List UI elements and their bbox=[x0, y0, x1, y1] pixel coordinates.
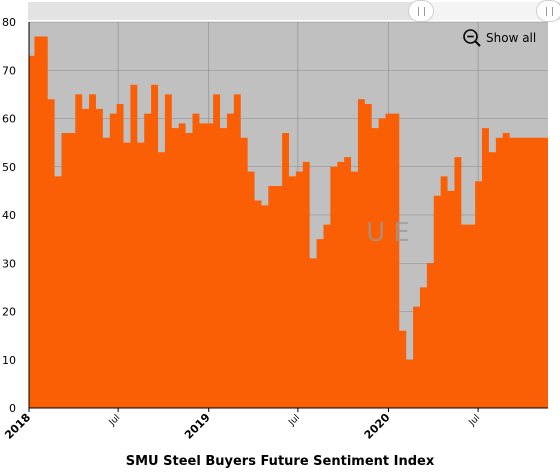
range-navigator[interactable] bbox=[28, 0, 560, 22]
y-tick-label: 10 bbox=[2, 354, 16, 367]
y-tick-label: 30 bbox=[2, 257, 16, 270]
x-tick-label: 2019 bbox=[182, 411, 213, 442]
show-all-label: Show all bbox=[486, 31, 537, 45]
y-tick-label: 80 bbox=[2, 16, 16, 29]
watermark: U E bbox=[366, 218, 410, 248]
x-axis-title: SMU Steel Buyers Future Sentiment Index bbox=[125, 454, 435, 469]
y-tick-label: 0 bbox=[9, 402, 16, 415]
navigator-selected-range[interactable] bbox=[420, 2, 556, 20]
navigator-right-handle[interactable] bbox=[536, 0, 560, 22]
grip-icon bbox=[545, 6, 553, 16]
y-tick-label: 70 bbox=[2, 64, 16, 77]
x-tick-label: Jul bbox=[107, 413, 122, 428]
navigator-left-handle[interactable] bbox=[408, 0, 434, 22]
grip-icon bbox=[417, 6, 425, 16]
zoom-out-icon bbox=[463, 29, 481, 47]
x-tick-label: Jul bbox=[287, 413, 302, 428]
y-tick-labels: 0 10 20 30 40 50 60 70 80 bbox=[2, 16, 16, 415]
series-area bbox=[29, 36, 548, 408]
x-tick-label: Jul bbox=[467, 413, 482, 428]
y-tick-label: 20 bbox=[2, 306, 16, 319]
x-tick-label: 2020 bbox=[362, 411, 393, 442]
x-tick-labels: 2018 Jul 2019 Jul 2020 Jul bbox=[2, 408, 482, 442]
y-tick-label: 60 bbox=[2, 113, 16, 126]
x-tick-label: 2018 bbox=[2, 411, 33, 442]
show-all-button[interactable]: Show all bbox=[462, 28, 536, 48]
y-tick-label: 50 bbox=[2, 161, 16, 174]
y-tick-label: 40 bbox=[2, 209, 16, 222]
